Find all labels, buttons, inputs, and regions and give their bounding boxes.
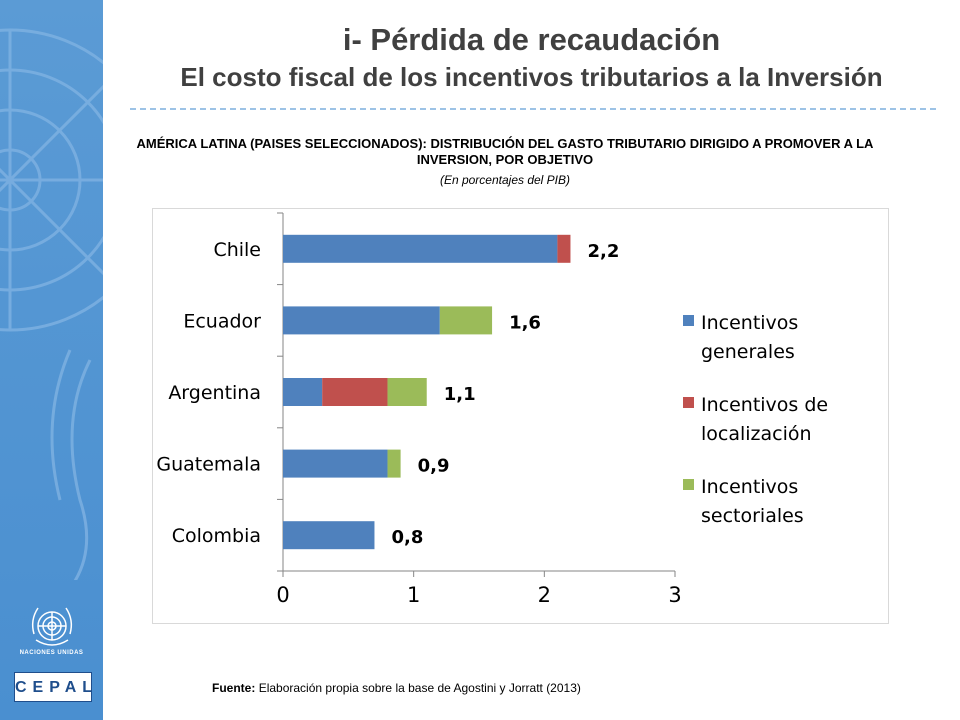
category-label: Guatemala <box>156 454 261 476</box>
legend-swatch <box>683 397 694 408</box>
legend-entry: Incentivos generales <box>701 312 798 363</box>
bar-segment <box>387 378 427 406</box>
total-data-label: 2,2 <box>587 241 619 262</box>
x-tick-label: 0 <box>276 583 289 607</box>
footnote-label: Fuente: <box>212 681 256 695</box>
category-label: Ecuador <box>183 310 261 332</box>
bar-segment <box>283 378 323 406</box>
chart-subtitle: (En porcentajes del PIB) <box>439 173 571 187</box>
total-data-label: 1,6 <box>509 312 541 333</box>
page-subtitle: El costo fiscal de los incentivos tribut… <box>180 62 883 92</box>
bar-segment <box>283 306 440 335</box>
bar-segment <box>322 378 388 406</box>
total-data-label: 1,1 <box>444 384 476 405</box>
footnote-text: Elaboración propia sobre la base de Agos… <box>258 681 581 695</box>
x-tick-label: 2 <box>538 583 551 607</box>
bar-segment <box>387 449 401 478</box>
title-divider <box>130 108 936 110</box>
un-watermark-decoration <box>0 28 103 580</box>
category-label: Argentina <box>168 382 261 404</box>
legend-entry: Incentivos sectoriales <box>701 476 804 527</box>
bar-chart: 0 1 2 3 Chile 2,2 Ecuador 1,6 Argentina 1,1 Guatem… <box>156 212 828 607</box>
x-tick-label: 3 <box>668 583 681 607</box>
chart-title: AMÉRICA LATINA (PAISES SELECCIONADOS): D… <box>136 136 874 167</box>
bar-segment <box>283 449 388 478</box>
legend-swatch <box>683 315 694 326</box>
cepal-logo: CEPAL <box>14 672 92 702</box>
category-label: Colombia <box>172 525 261 547</box>
un-caption: NACIONES UNIDAS <box>19 650 84 656</box>
x-tick-label: 1 <box>407 583 420 607</box>
legend-entry: Incentivos de localización <box>701 394 828 445</box>
total-data-label: 0,8 <box>391 527 423 548</box>
page-title: i- Pérdida de recaudación <box>342 22 721 57</box>
bar-segment <box>283 521 375 550</box>
bar-segment <box>283 234 558 263</box>
bar-segment <box>557 234 571 263</box>
total-data-label: 0,9 <box>418 456 450 477</box>
bar-segment <box>439 306 493 335</box>
sidebar: NACIONES UNIDAS CEPAL <box>0 0 103 720</box>
source-footnote: Fuente: Elaboración propia sobre la base… <box>212 681 581 695</box>
legend-swatch <box>683 479 694 490</box>
category-label: Chile <box>213 239 261 261</box>
chart-area: 0 1 2 3 Chile 2,2 Ecuador 1,6 Argentina 1,1 Guatem… <box>152 208 889 624</box>
un-emblem-icon <box>31 607 73 646</box>
